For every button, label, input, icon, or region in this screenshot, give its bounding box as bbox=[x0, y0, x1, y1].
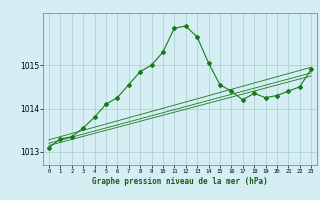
X-axis label: Graphe pression niveau de la mer (hPa): Graphe pression niveau de la mer (hPa) bbox=[92, 177, 268, 186]
